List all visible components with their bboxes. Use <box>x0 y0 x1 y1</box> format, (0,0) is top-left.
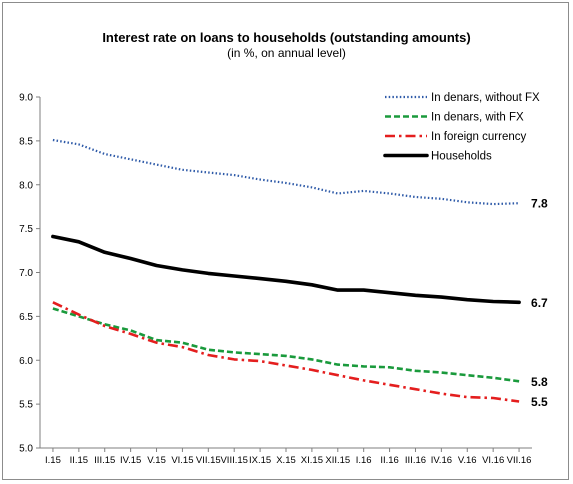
y-tick-label: 5.5 <box>19 400 33 411</box>
chart-frame <box>2 2 569 480</box>
y-tick-label: 6.0 <box>19 356 33 367</box>
x-tick-label: II.16 <box>380 455 399 466</box>
series-line-households <box>51 234 521 305</box>
x-tick-label: XII.15 <box>325 455 350 466</box>
x-tick-label: II.15 <box>70 455 89 466</box>
x-tick-label: V.16 <box>458 455 477 466</box>
y-tick-label: 6.5 <box>19 312 33 323</box>
x-tick-label: XI.15 <box>301 455 323 466</box>
legend-label: In foreign currency <box>431 131 526 143</box>
x-tick-label: IV.15 <box>120 455 141 466</box>
y-tick-label: 7.5 <box>19 224 33 235</box>
x-tick-label: IV.16 <box>431 455 452 466</box>
series-line-in-denars-without-fx <box>52 138 520 206</box>
x-tick-label: VI.16 <box>482 455 504 466</box>
x-tick-label: IX.15 <box>249 455 271 466</box>
x-tick-label: III.16 <box>405 455 426 466</box>
x-tick-label: VII.16 <box>507 455 532 466</box>
x-tick-label: VI.15 <box>171 455 193 466</box>
series-line-in-denars-with-fx <box>52 307 520 383</box>
legend-label: In denars, without FX <box>431 92 540 104</box>
series-end-label: 5.8 <box>531 375 548 389</box>
x-tick-label: V.15 <box>147 455 166 466</box>
y-tick-label: 8.0 <box>19 180 33 191</box>
series-line-in-foreign-currency <box>52 301 520 403</box>
chart-title: Interest rate on loans to households (ou… <box>102 30 471 45</box>
x-tick-label: VIII.15 <box>220 455 247 466</box>
x-tick-label: I.16 <box>356 455 372 466</box>
x-tick-label: I.15 <box>45 455 61 466</box>
series-end-label: 7.8 <box>531 197 548 211</box>
legend-label: Households <box>431 151 492 163</box>
y-tick-label: 5.0 <box>19 444 33 455</box>
x-tick-label: X.15 <box>276 455 296 466</box>
x-tick-label: VII.15 <box>196 455 221 466</box>
y-tick-label: 7.0 <box>19 268 33 279</box>
series-end-label: 6.7 <box>531 296 548 310</box>
chart-subtitle: (in %, on annual level) <box>227 46 346 60</box>
x-tick-label: III.15 <box>94 455 115 466</box>
legend-label: In denars, with FX <box>431 112 524 124</box>
y-tick-label: 8.5 <box>19 136 33 147</box>
series-end-label: 5.5 <box>531 395 548 409</box>
y-tick-label: 9.0 <box>19 93 33 104</box>
